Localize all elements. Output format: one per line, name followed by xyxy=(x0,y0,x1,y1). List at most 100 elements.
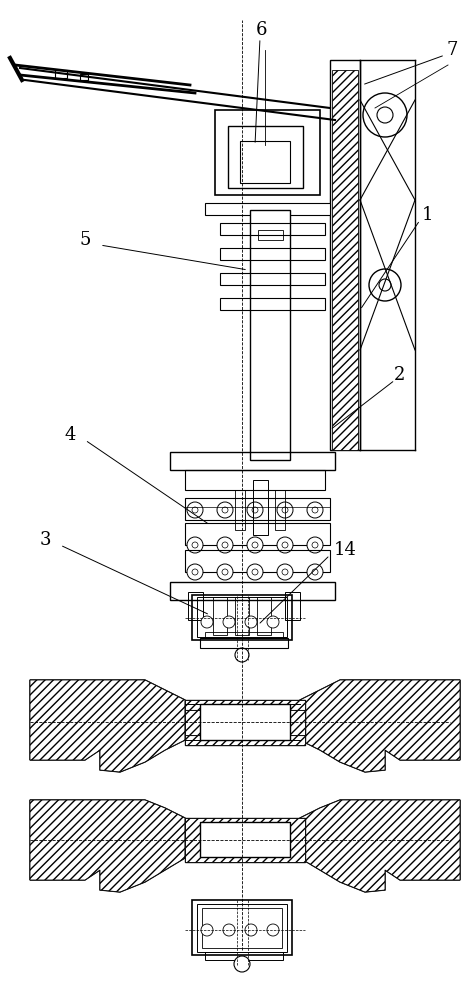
Text: 2: 2 xyxy=(394,366,406,384)
Text: 5: 5 xyxy=(79,231,91,249)
Circle shape xyxy=(312,542,318,548)
Circle shape xyxy=(223,616,235,628)
Text: 1: 1 xyxy=(422,206,434,224)
Circle shape xyxy=(222,542,228,548)
Bar xyxy=(80,74,88,80)
Circle shape xyxy=(307,564,323,580)
Bar xyxy=(275,490,285,530)
Circle shape xyxy=(217,564,233,580)
Bar xyxy=(215,110,320,195)
Bar xyxy=(235,597,249,635)
Circle shape xyxy=(282,507,288,513)
Circle shape xyxy=(267,924,279,936)
Bar xyxy=(289,710,305,735)
Bar xyxy=(235,490,245,530)
Bar xyxy=(253,480,268,535)
Bar xyxy=(258,230,283,240)
Polygon shape xyxy=(30,680,185,772)
Circle shape xyxy=(379,279,391,291)
Bar xyxy=(55,70,67,78)
Bar xyxy=(220,223,325,235)
Circle shape xyxy=(201,616,213,628)
Circle shape xyxy=(223,924,235,936)
Circle shape xyxy=(247,564,263,580)
Bar xyxy=(170,582,335,600)
Bar xyxy=(185,818,305,862)
Circle shape xyxy=(222,569,228,575)
Circle shape xyxy=(234,956,250,972)
Polygon shape xyxy=(300,680,460,772)
Text: 4: 4 xyxy=(64,426,76,444)
Circle shape xyxy=(187,502,203,518)
Bar xyxy=(332,70,358,450)
Bar xyxy=(220,248,325,260)
Bar xyxy=(200,638,288,648)
Circle shape xyxy=(235,648,249,662)
Polygon shape xyxy=(300,800,460,892)
Circle shape xyxy=(245,616,257,628)
Circle shape xyxy=(282,542,288,548)
Bar xyxy=(185,523,330,545)
Circle shape xyxy=(369,269,401,301)
Circle shape xyxy=(307,537,323,553)
Circle shape xyxy=(192,569,198,575)
Circle shape xyxy=(282,569,288,575)
Bar xyxy=(240,141,290,183)
Bar xyxy=(192,595,292,640)
Bar xyxy=(213,597,227,635)
Bar xyxy=(188,592,203,620)
Circle shape xyxy=(312,569,318,575)
Circle shape xyxy=(247,502,263,518)
Text: 6: 6 xyxy=(256,21,268,39)
Circle shape xyxy=(277,537,293,553)
Text: 7: 7 xyxy=(447,41,458,59)
Bar xyxy=(185,700,305,745)
Bar xyxy=(250,210,290,460)
Text: 14: 14 xyxy=(334,541,356,559)
Bar xyxy=(228,126,303,188)
Circle shape xyxy=(377,107,393,123)
Bar xyxy=(185,550,330,572)
Bar xyxy=(330,60,360,450)
Circle shape xyxy=(222,507,228,513)
Bar xyxy=(257,597,271,635)
Circle shape xyxy=(267,616,279,628)
Circle shape xyxy=(252,569,258,575)
Circle shape xyxy=(217,502,233,518)
Bar xyxy=(220,273,325,285)
Circle shape xyxy=(277,502,293,518)
Circle shape xyxy=(217,537,233,553)
Polygon shape xyxy=(30,680,185,772)
Circle shape xyxy=(187,564,203,580)
Polygon shape xyxy=(30,800,185,892)
Bar xyxy=(197,597,287,637)
Bar xyxy=(192,900,292,955)
Circle shape xyxy=(363,93,407,137)
Polygon shape xyxy=(30,800,185,892)
Bar xyxy=(185,470,325,490)
Circle shape xyxy=(192,507,198,513)
Bar xyxy=(197,904,287,952)
Bar xyxy=(200,822,290,857)
Bar xyxy=(185,818,305,862)
Circle shape xyxy=(192,542,198,548)
Bar xyxy=(185,700,305,745)
Circle shape xyxy=(307,502,323,518)
Circle shape xyxy=(247,537,263,553)
Bar xyxy=(285,592,300,620)
Circle shape xyxy=(245,924,257,936)
Bar xyxy=(220,298,325,310)
Bar xyxy=(185,710,201,735)
Circle shape xyxy=(201,924,213,936)
Bar xyxy=(185,498,330,520)
Circle shape xyxy=(277,564,293,580)
Bar xyxy=(200,704,290,740)
Bar xyxy=(185,710,201,735)
Polygon shape xyxy=(300,800,460,892)
Circle shape xyxy=(252,542,258,548)
Bar xyxy=(205,952,283,960)
Circle shape xyxy=(252,507,258,513)
Bar xyxy=(205,632,283,638)
Circle shape xyxy=(312,507,318,513)
Bar xyxy=(202,908,282,948)
